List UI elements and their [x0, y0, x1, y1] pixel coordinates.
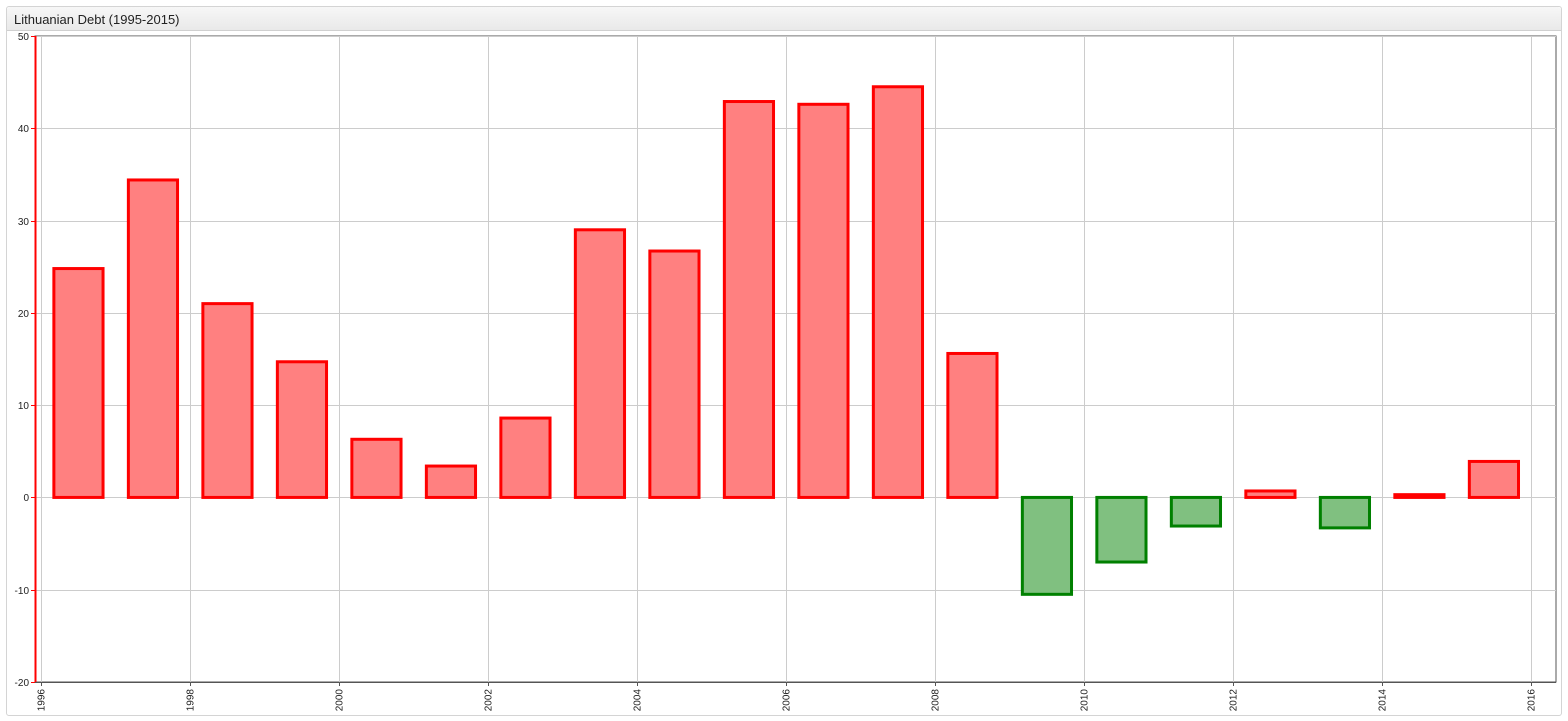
bar-2010 — [1095, 495, 1148, 564]
x-tick-label: 2006 — [782, 689, 793, 712]
bar-2002 — [499, 416, 552, 499]
bar-2003 — [573, 228, 627, 499]
bar-1999 — [275, 360, 329, 499]
x-tick-label: 2016 — [1527, 689, 1538, 712]
bar-2001 — [424, 464, 478, 499]
bar-2000 — [350, 437, 403, 499]
bar-2012 — [1244, 489, 1297, 499]
bar-1997 — [126, 178, 180, 499]
x-tick-label: 2010 — [1080, 689, 1091, 712]
y-tick-label: -10 — [15, 586, 30, 597]
widget-title: Lithuanian Debt (1995-2015) — [14, 12, 180, 27]
bar-2009 — [1020, 495, 1074, 596]
x-tick-label: 2002 — [484, 689, 495, 712]
x-tick-label: 1998 — [186, 689, 197, 712]
bar-2015 — [1467, 459, 1521, 499]
bars — [52, 85, 1521, 596]
bar-2008 — [946, 351, 999, 499]
bar-2013 — [1318, 495, 1372, 530]
y-tick-label: 20 — [18, 309, 30, 320]
bar-1996 — [52, 267, 105, 499]
bar-2007 — [871, 85, 925, 499]
bar-2005 — [722, 100, 776, 499]
bar-2014 — [1393, 493, 1446, 499]
y-tick-label: 40 — [18, 124, 30, 135]
axes — [31, 36, 1556, 686]
x-tick-label: 2014 — [1378, 689, 1389, 712]
grid-lines — [34, 35, 1557, 683]
bar-2011 — [1169, 495, 1223, 528]
y-tick-label: 10 — [18, 401, 30, 412]
y-tick-label: 50 — [18, 32, 30, 43]
x-tick-label: 2012 — [1229, 689, 1240, 712]
y-tick-label: 30 — [18, 217, 30, 228]
widget-header: Lithuanian Debt (1995-2015) — [7, 7, 1561, 31]
y-tick-label: -20 — [15, 678, 30, 689]
x-tick-label: 1996 — [37, 689, 48, 712]
plot-frame — [34, 35, 1557, 683]
bar-2006 — [797, 102, 850, 499]
bar-1998 — [201, 302, 254, 499]
x-tick-label: 2004 — [633, 689, 644, 712]
x-tick-label: 2008 — [931, 689, 942, 712]
chart-widget: Lithuanian Debt (1995-2015) — [6, 6, 1562, 716]
y-tick-label: 0 — [23, 493, 29, 504]
x-tick-label: 2000 — [335, 689, 346, 712]
bar-2004 — [648, 249, 701, 499]
